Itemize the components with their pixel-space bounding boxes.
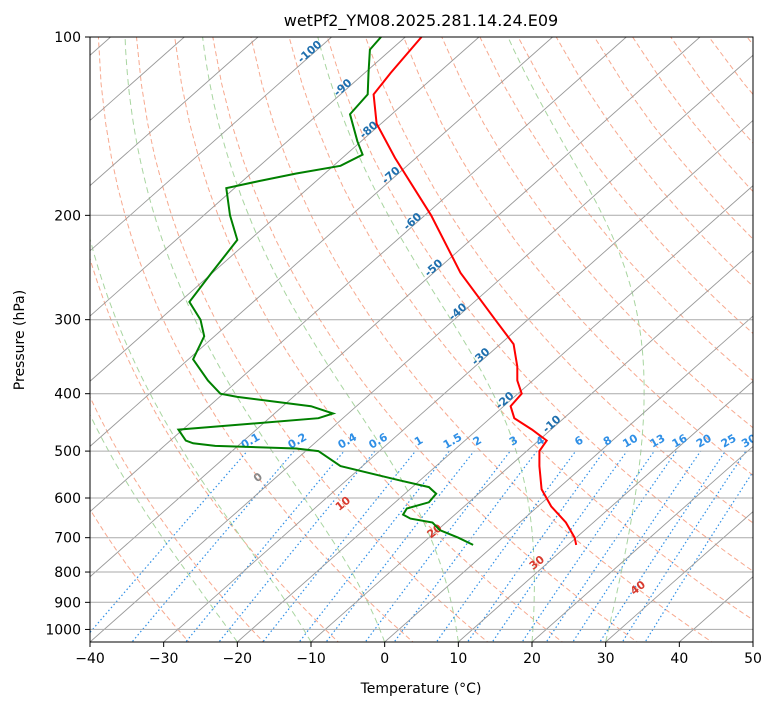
y-tick-label: 300 <box>54 313 81 329</box>
y-axis-label: Pressure (hPa) <box>12 290 28 390</box>
x-tick-label: 30 <box>597 651 615 667</box>
x-tick-label: 50 <box>744 651 762 667</box>
x-tick-label: −10 <box>296 651 326 667</box>
x-tick-label: 0 <box>380 651 389 667</box>
x-tick-label: −40 <box>75 651 105 667</box>
chart-title: wetPf2_YM08.2025.281.14.24.E09 <box>284 11 558 31</box>
y-tick-label: 400 <box>54 387 81 403</box>
y-tick-label: 900 <box>54 595 81 611</box>
x-tick-label: 10 <box>449 651 467 667</box>
y-tick-label: 800 <box>54 565 81 581</box>
x-tick-label: −30 <box>149 651 179 667</box>
x-tick-label: 20 <box>523 651 541 667</box>
y-tick-label: 600 <box>54 491 81 507</box>
y-tick-label: 200 <box>54 208 81 224</box>
y-tick-label: 100 <box>54 30 81 46</box>
x-tick-label: −20 <box>223 651 253 667</box>
x-axis-label: Temperature (°C) <box>360 681 482 697</box>
y-tick-label: 1000 <box>45 622 81 638</box>
y-tick-label: 700 <box>54 531 81 547</box>
y-tick-label: 500 <box>54 444 81 460</box>
x-tick-label: 40 <box>670 651 688 667</box>
